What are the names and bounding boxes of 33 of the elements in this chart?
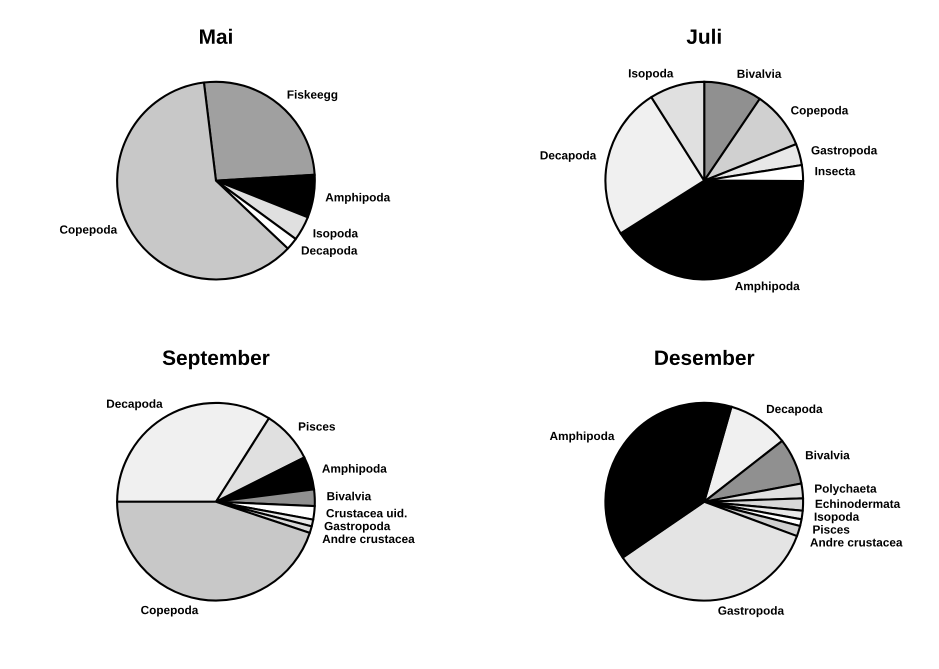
slice-label: Copepoda [60,225,118,236]
slice-label: Amphipoda [735,282,800,293]
slice-label: Fiskeegg [288,90,338,102]
slice-label: Polychaeta [815,484,877,496]
chart-title: Juli [686,28,721,44]
slice-label: Decapoda [302,246,358,257]
chart-title: September [162,350,270,370]
slice-label: Insecta [815,167,856,176]
slice-label: Gastropoda [811,146,878,157]
slice-label: Crustacea uid. [326,508,407,518]
slice-label: Decapoda [107,399,163,410]
slice-label: Gastropoda [718,606,784,618]
slice-label: Andre crustacea [810,538,903,547]
slice-label: Bivalvia [806,450,850,460]
slice-label: Amphipoda [322,464,387,476]
slice-label: Echinodermata [816,499,900,508]
slice-label: Gastropoda [324,522,390,533]
slice-label: Pisces [298,422,336,431]
slice-label: Decapoda [540,150,596,162]
slice-label: Isopoda [814,512,860,524]
slice-label: Amphipoda [326,192,390,204]
slice-label: Bivalvia [738,69,782,78]
slice-label: Isopoda [314,228,358,240]
chart-title: Desember [655,350,754,366]
slice-label: Bivalvia [327,492,372,500]
slice-label: Pisces [813,525,850,534]
slice-label: Isopoda [628,68,674,80]
slice-label: Decapoda [766,404,823,416]
slice-label: Andre crustacea [322,534,415,544]
slice-label: Copepoda [141,606,198,617]
chart-title: Mai [200,28,232,44]
slice-label: Amphipoda [550,431,615,442]
slice-label: Copepoda [791,106,848,117]
